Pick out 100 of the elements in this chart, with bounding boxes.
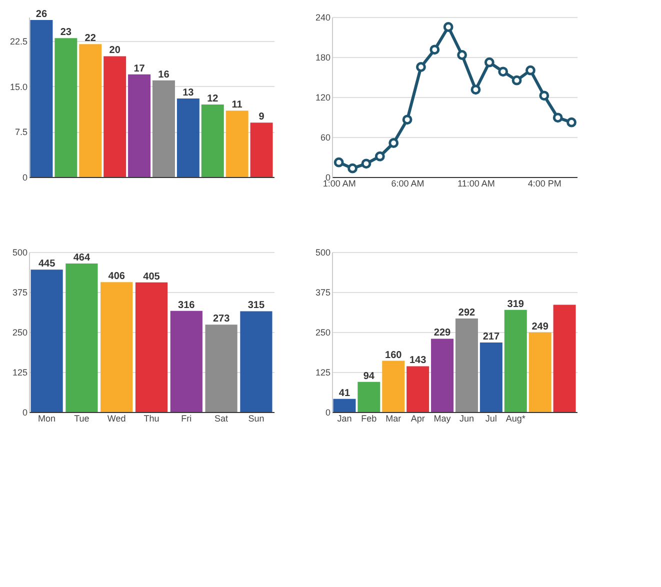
data-label: 20 (109, 45, 121, 56)
y-tick-label: 125 (12, 368, 28, 378)
x-tick-label: Wed (107, 414, 126, 424)
x-tick-label: Thu (144, 414, 160, 424)
y-tick-label: 60 (320, 132, 330, 142)
x-tick-label: Sat (214, 414, 229, 424)
y-tick-label: 0 (325, 408, 330, 418)
data-label: 292 (458, 308, 476, 319)
bar (128, 74, 151, 177)
data-label: 143 (409, 355, 427, 366)
y-tick-label: 22.5 (10, 36, 28, 47)
x-tick-label: 4:00 PM (528, 178, 562, 188)
bar (406, 366, 430, 412)
y-tick-label: 250 (315, 328, 330, 338)
data-label: 406 (108, 271, 126, 282)
point (374, 151, 385, 162)
x-tick-label: Aug* (506, 414, 526, 424)
x-tick-label: Mar (386, 414, 402, 424)
data-label: 229 (434, 328, 452, 339)
data-label: 445 (38, 258, 56, 270)
bar (152, 80, 175, 177)
y-tick-label: 120 (315, 92, 330, 102)
y-tick-label: 240 (315, 12, 330, 22)
x-tick-label: 11:00 AM (458, 178, 495, 188)
x-tick-label: 6:00 AM (391, 178, 424, 188)
data-label: 319 (507, 298, 524, 310)
data-label: 26 (36, 9, 48, 20)
x-tick-label: Tue (74, 414, 90, 424)
x-tick-label: Mon (38, 414, 56, 424)
bar (30, 20, 53, 177)
point (334, 157, 344, 168)
point (470, 84, 481, 95)
bar (553, 304, 576, 412)
data-label: 160 (385, 350, 402, 361)
point (416, 62, 426, 72)
bar (201, 104, 224, 177)
bar (66, 264, 98, 412)
bar (176, 98, 200, 177)
data-label: 405 (143, 271, 160, 282)
point (526, 65, 536, 76)
point (512, 75, 522, 86)
bar (240, 311, 272, 412)
bar (528, 332, 552, 412)
y-tick-label: 7.5 (14, 127, 28, 138)
data-label: 315 (248, 300, 265, 312)
data-label: 17 (134, 63, 146, 74)
x-tick-label: Jul (485, 414, 497, 424)
y-tick-label: 180 (315, 52, 330, 62)
data-label: 464 (73, 252, 90, 264)
bar (54, 38, 78, 177)
bar (170, 310, 202, 412)
bar (504, 310, 527, 412)
y-tick-label: 125 (315, 368, 330, 378)
data-label: 22 (84, 33, 96, 44)
point (388, 138, 399, 148)
data-label: 9 (258, 112, 265, 123)
data-label: 13 (182, 88, 194, 99)
y-tick-label: 375 (12, 288, 28, 298)
bar (455, 318, 478, 412)
point (430, 44, 440, 55)
data-label: 11 (232, 100, 243, 111)
x-tick-label: 1:00 AM (322, 178, 356, 188)
x-tick-label: Jan (337, 414, 352, 424)
y-tick-label: 15.0 (10, 82, 28, 92)
bar (205, 324, 238, 412)
bar (226, 110, 248, 177)
data-label: 12 (207, 94, 219, 105)
data-label: 94 (363, 370, 375, 382)
y-tick-label: 0 (22, 408, 28, 418)
bar (79, 44, 102, 177)
data-label: 23 (60, 27, 72, 38)
bar (30, 270, 63, 412)
data-label: 217 (482, 332, 500, 343)
x-tick-label: Apr (410, 414, 425, 424)
bar (431, 338, 454, 412)
bar (382, 360, 405, 412)
point (348, 163, 358, 174)
x-tick-label: Fri (181, 414, 192, 424)
y-tick-label: 375 (315, 288, 330, 298)
point (484, 57, 494, 68)
point (539, 90, 550, 101)
bar (333, 398, 356, 412)
bar (250, 122, 273, 177)
bar (135, 282, 168, 412)
bar (100, 282, 133, 412)
x-tick-label: Sun (248, 414, 264, 424)
point (402, 114, 412, 125)
bar (104, 56, 126, 177)
point (443, 22, 454, 32)
y-tick-label: 500 (12, 248, 28, 258)
y-tick-label: 500 (315, 248, 330, 258)
data-label: 249 (532, 321, 549, 332)
point (361, 158, 372, 169)
point (457, 50, 467, 60)
point (566, 117, 576, 128)
point (552, 112, 563, 123)
data-label: 316 (178, 300, 196, 311)
point (498, 66, 508, 77)
x-tick-label: May (434, 414, 452, 424)
bar (358, 382, 380, 412)
